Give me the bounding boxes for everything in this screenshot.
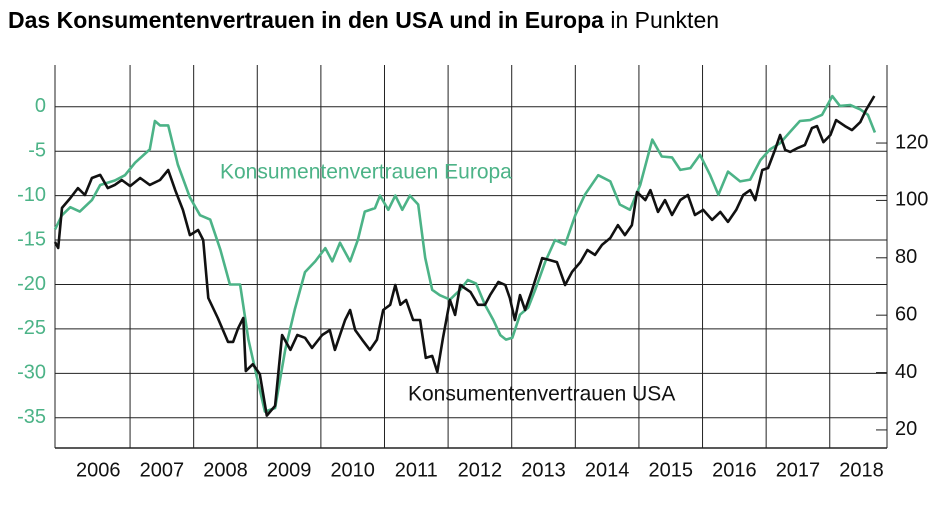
y-tick-label: 0 (35, 95, 46, 117)
y-tick-label: -20 (17, 273, 46, 295)
y-tick-label: -15 (17, 228, 46, 250)
y2-tick-label: 100 (895, 189, 928, 211)
y-tick-label: -10 (17, 184, 46, 206)
series-label: Konsumentenvertrauen Europa (220, 161, 512, 184)
x-tick-label: 2012 (458, 459, 503, 481)
y2-tick-label: 60 (895, 303, 917, 325)
y-tick-label: -35 (17, 406, 46, 428)
x-tick-label: 2017 (776, 459, 821, 481)
series-label: Konsumentenvertrauen USA (408, 383, 675, 406)
x-tick-label: 2006 (76, 459, 121, 481)
y2-tick-label: 120 (895, 131, 928, 153)
x-tick-label: 2007 (140, 459, 185, 481)
title: Das Konsumentenvertrauen in den USA und … (8, 7, 604, 33)
x-tick-label: 2016 (712, 459, 757, 481)
y2-tick-label: 80 (895, 246, 917, 268)
x-tick-label: 2015 (648, 459, 693, 481)
x-tick-label: 2013 (521, 459, 566, 481)
series-line (53, 94, 877, 413)
x-tick-label: 2014 (585, 459, 630, 481)
chart-title: Das Konsumentenvertrauen in den USA und … (8, 7, 719, 33)
y2-tick-label: 40 (895, 361, 917, 383)
y-tick-label: -25 (17, 317, 46, 339)
x-tick-label: 2018 (839, 459, 884, 481)
x-tick-label: 2010 (330, 459, 375, 481)
y-tick-label: -5 (28, 139, 46, 161)
x-tick-label: 2008 (203, 459, 248, 481)
y2-tick-label: 20 (895, 418, 917, 440)
x-tick-label: 2009 (267, 459, 312, 481)
y-tick-label: -30 (17, 362, 46, 384)
subtitle: in Punkten (610, 7, 719, 33)
series-line (53, 95, 876, 417)
x-tick-label: 2011 (395, 459, 438, 481)
